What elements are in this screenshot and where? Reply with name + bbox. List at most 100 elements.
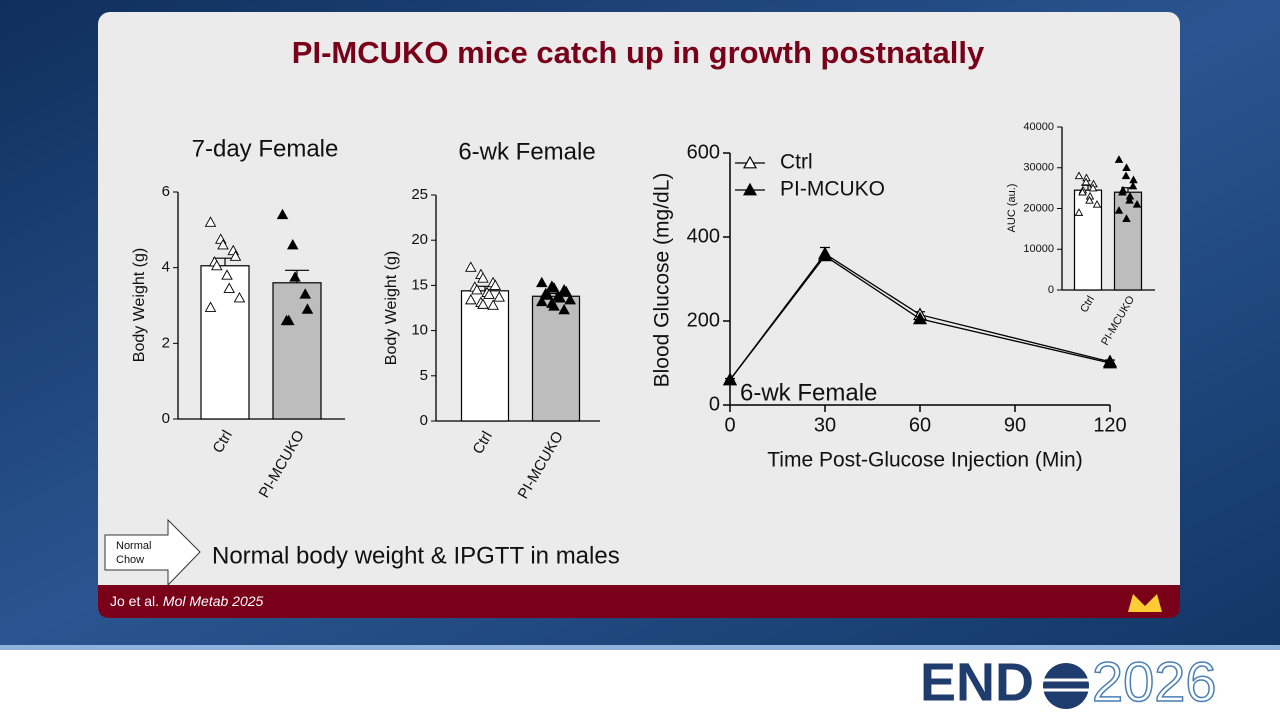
data-point [276, 208, 289, 220]
data-point [558, 303, 570, 315]
data-point [210, 259, 223, 271]
data-point [477, 272, 489, 283]
data-point [564, 293, 576, 305]
y-tick-label: 20 [411, 231, 428, 248]
data-point [1118, 187, 1127, 196]
data-point [536, 276, 548, 288]
y-tick-label: 10 [411, 322, 428, 339]
y-tick-label: 600 [687, 141, 720, 163]
annotation: 6-wk Female [740, 379, 877, 406]
data-point [912, 311, 928, 325]
y-axis-label: Body Weight (g) [131, 248, 148, 362]
data-point [471, 283, 483, 295]
data-point [1125, 195, 1134, 204]
y-tick-label: 0 [420, 412, 428, 429]
data-point [229, 250, 242, 261]
arrow-label: Normal [116, 540, 151, 552]
data-point [536, 295, 548, 307]
legend-marker [742, 155, 758, 169]
data-point [493, 291, 505, 302]
data-point [289, 271, 301, 282]
card [98, 12, 1180, 618]
data-point [1114, 206, 1124, 214]
data-point [1078, 187, 1087, 196]
bar [200, 265, 250, 420]
footer-authors: Jo et al. [110, 593, 159, 609]
x-tick-label: 0 [724, 414, 735, 436]
data-point [282, 314, 295, 326]
y-axis-label: Blood Glucose (mg/dL) [651, 173, 674, 388]
arrow [104, 518, 201, 587]
data-point [554, 292, 566, 303]
y-tick-label: 40000 [1023, 121, 1054, 133]
y-tick-label: 30000 [1023, 162, 1054, 174]
y-tick-label: 5 [420, 367, 428, 384]
divider [0, 645, 1280, 650]
data-point [1081, 177, 1091, 186]
footer: Jo et al. Mol Metab 2025 [110, 593, 264, 609]
data-point [1074, 208, 1084, 216]
data-point [487, 299, 499, 310]
y-tick-label: 20000 [1023, 202, 1054, 214]
data-point [1121, 171, 1131, 180]
y-axis-label: AUC (au.) [1006, 184, 1018, 233]
legend-marker [742, 182, 758, 196]
x-tick-label: 120 [1093, 414, 1126, 436]
data-point [1122, 163, 1131, 171]
data-point [465, 293, 477, 305]
legend-label: Ctrl [780, 151, 813, 174]
footer-journal: Mol Metab 2025 [163, 593, 264, 609]
chart-title: 6-wk Female [458, 138, 595, 165]
y-tick-label: 15 [411, 276, 428, 293]
data-point [286, 239, 299, 250]
y-tick-label: 0 [709, 393, 720, 415]
series-line [729, 255, 1111, 381]
y-tick-label: 25 [411, 186, 428, 203]
data-point [722, 372, 738, 386]
data-point [204, 216, 217, 227]
data-point [489, 279, 501, 290]
y-axis-label: Body Weight (g) [383, 251, 400, 365]
data-point [301, 303, 314, 314]
data-point [1102, 355, 1118, 369]
logo-globe [1043, 663, 1089, 709]
data-point [1085, 195, 1094, 204]
data-point [483, 288, 495, 299]
x-tick-label: 60 [909, 414, 931, 436]
slide-title: PI-MCUKO mice catch up in growth postnat… [292, 35, 985, 70]
data-point [299, 288, 312, 299]
data-point [217, 239, 229, 250]
y-tick-label: 2 [162, 334, 170, 351]
logo-year: 2026 [1092, 650, 1217, 713]
data-point [1114, 155, 1124, 163]
chart-title: 7-day Female [192, 135, 339, 162]
data-point [223, 282, 236, 293]
y-tick-label: 0 [1048, 284, 1054, 296]
logo-word: END [920, 652, 1034, 712]
data-point [233, 292, 246, 303]
y-tick-label: 0 [162, 410, 170, 427]
y-tick-label: 6 [162, 183, 170, 200]
y-tick-label: 200 [687, 309, 720, 331]
data-point [817, 248, 833, 262]
data-point [1128, 181, 1138, 190]
data-point [465, 261, 477, 272]
data-point [542, 289, 554, 300]
x-axis-label: Time Post-Glucose Injection (Min) [767, 449, 1082, 472]
x-tick-label: 30 [814, 414, 836, 436]
legend-label: PI-MCUKO [780, 178, 885, 201]
university-logo [1128, 594, 1162, 612]
data-point [1092, 199, 1102, 208]
data-point [1122, 214, 1131, 222]
bar [531, 295, 581, 422]
data-point [1088, 183, 1098, 192]
footer-band [98, 585, 1180, 618]
bar [272, 282, 322, 420]
data-point [548, 282, 560, 293]
data-point [560, 285, 572, 297]
arrow-label: Chow [116, 554, 144, 566]
note: Normal body weight & IPGTT in males [212, 542, 620, 569]
y-tick-label: 400 [687, 225, 720, 247]
data-point [1132, 199, 1142, 208]
